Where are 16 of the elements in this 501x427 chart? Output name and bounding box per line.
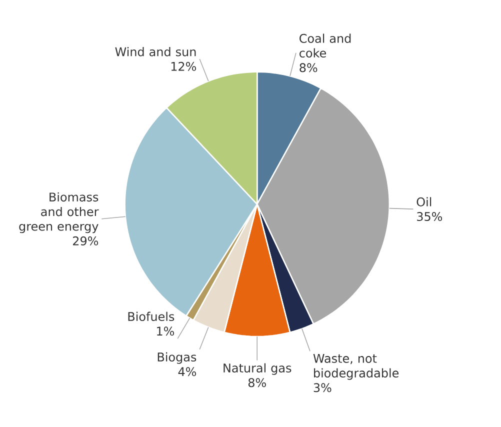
slice-label: Biomass and other green energy — [19, 192, 99, 233]
data-label: 35% — [417, 212, 442, 221]
data-label: 4% — [178, 367, 196, 376]
data-label: 12% — [171, 62, 196, 71]
slice-label: Biogas — [158, 352, 196, 364]
slice-label: Biofuels — [128, 312, 174, 321]
slice-label: Natural gas — [224, 363, 292, 375]
data-label: 8% — [300, 63, 318, 72]
slice-label: Wind and sun — [115, 46, 196, 56]
data-label: 3% — [314, 382, 332, 392]
slice-label: Oil — [416, 197, 432, 206]
slice-label: Waste, not biodegradable — [313, 354, 399, 380]
data-label: 1% — [157, 326, 174, 336]
slice-label: Coal and coke — [300, 34, 351, 58]
data-label: 29% — [73, 236, 98, 246]
data-label: 8% — [248, 378, 266, 388]
